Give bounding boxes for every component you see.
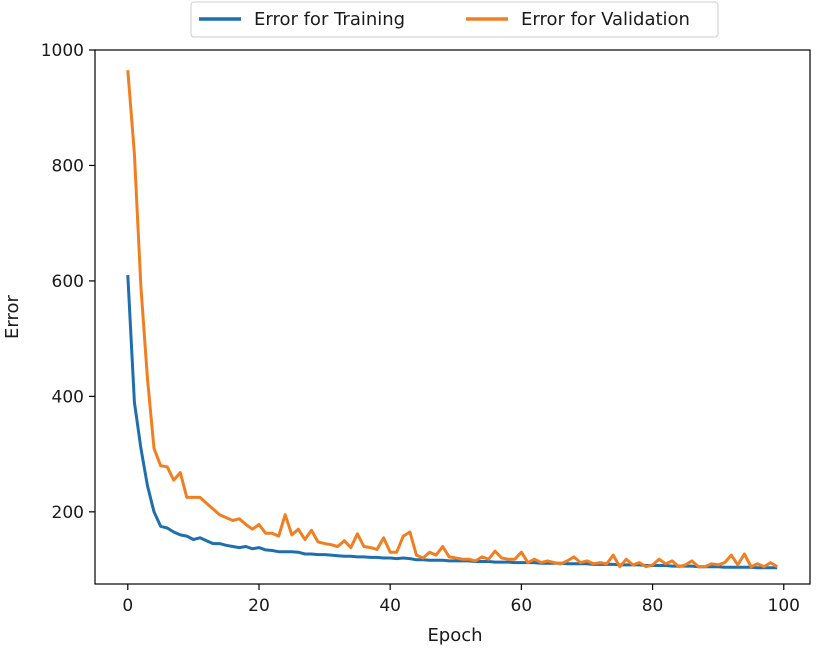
y-axis-title: Error (2, 294, 23, 338)
y-tick-label: 800 (52, 156, 84, 176)
plot-frame (94, 49, 811, 585)
x-tick-label: 60 (511, 596, 533, 616)
y-axis-ticks: 200 400 600 800 1000 (41, 41, 95, 523)
x-tick-label: 80 (642, 596, 664, 616)
x-axis-title: Epoch (427, 625, 482, 646)
x-tick-label: 20 (248, 596, 270, 616)
legend-box (190, 1, 719, 38)
series-line-training (126, 275, 778, 570)
x-tick-label: 40 (379, 596, 401, 616)
y-tick-label: 1000 (41, 41, 84, 61)
plot-area (126, 70, 778, 570)
legend: Error for Training Error for Validation (190, 1, 719, 38)
legend-label-validation: Error for Validation (521, 9, 690, 30)
x-tick-label: 0 (122, 596, 133, 616)
y-tick-label: 600 (52, 272, 84, 292)
series-line-validation (126, 70, 778, 569)
x-tick-label: 100 (768, 596, 800, 616)
y-tick-label: 400 (52, 387, 84, 407)
x-axis-ticks: 0 20 40 60 80 100 (122, 584, 800, 616)
legend-label-training: Error for Training (254, 9, 405, 30)
y-tick-label: 200 (52, 503, 84, 523)
